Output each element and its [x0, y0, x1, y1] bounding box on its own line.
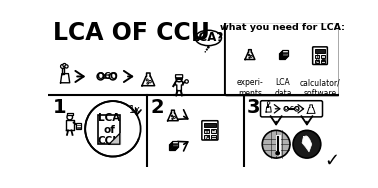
Circle shape [172, 118, 173, 119]
Circle shape [176, 75, 182, 82]
Text: experi-
ments: experi- ments [237, 78, 263, 98]
Polygon shape [142, 73, 155, 86]
Circle shape [284, 107, 288, 111]
Text: C: C [104, 72, 110, 81]
Ellipse shape [195, 30, 222, 46]
Circle shape [262, 130, 290, 158]
Circle shape [65, 65, 68, 68]
Bar [314, 49, 325, 53]
Polygon shape [62, 68, 64, 74]
Circle shape [149, 80, 151, 83]
Bar [282, 50, 288, 56]
Bar [204, 135, 209, 139]
Text: 1x: 1x [129, 105, 140, 114]
Polygon shape [307, 105, 315, 113]
Polygon shape [175, 81, 183, 91]
Polygon shape [266, 107, 271, 112]
Text: =: = [210, 134, 216, 140]
Polygon shape [66, 121, 74, 130]
Circle shape [109, 73, 116, 80]
Text: +: + [204, 128, 210, 134]
Polygon shape [168, 110, 178, 121]
Text: -: - [212, 128, 215, 134]
Bar [170, 143, 176, 149]
Bar [211, 129, 215, 133]
Circle shape [267, 102, 270, 104]
Bar [321, 55, 325, 58]
Circle shape [60, 64, 65, 68]
Text: calculator/
software: calculator/ software [300, 78, 340, 98]
Circle shape [207, 46, 210, 49]
Text: 1: 1 [53, 98, 67, 117]
Bar [170, 142, 177, 148]
Circle shape [250, 55, 252, 57]
Polygon shape [266, 104, 268, 107]
Text: LCA
of
CCU: LCA of CCU [97, 113, 121, 146]
Bar [204, 129, 209, 133]
Text: ×: × [204, 134, 210, 140]
Circle shape [146, 79, 148, 81]
Text: what you need for LCA:: what you need for LCA: [220, 24, 345, 33]
Circle shape [171, 115, 173, 117]
Bar [280, 51, 287, 57]
Bar [172, 141, 178, 147]
Circle shape [248, 54, 250, 56]
Circle shape [294, 107, 299, 111]
Polygon shape [109, 133, 120, 144]
Text: O: O [109, 72, 117, 81]
Circle shape [85, 101, 141, 157]
Circle shape [276, 151, 279, 155]
Text: LCA?: LCA? [192, 31, 225, 44]
Bar [321, 60, 325, 63]
Text: +: + [314, 53, 320, 59]
Circle shape [63, 64, 66, 67]
Bar [280, 52, 287, 58]
Text: ✓: ✓ [324, 152, 339, 170]
Circle shape [249, 57, 250, 58]
Polygon shape [302, 136, 312, 152]
Text: 3: 3 [247, 98, 260, 117]
Polygon shape [60, 74, 70, 83]
Bar [76, 123, 81, 129]
Text: LCA
data: LCA data [274, 78, 292, 98]
Bar [315, 60, 319, 63]
Bar [279, 53, 285, 59]
Bar [204, 123, 216, 127]
Polygon shape [67, 113, 73, 115]
Text: O: O [284, 106, 288, 111]
Circle shape [97, 73, 104, 80]
Bar [315, 55, 319, 58]
Polygon shape [245, 50, 255, 59]
FancyBboxPatch shape [313, 47, 327, 64]
Circle shape [174, 116, 175, 118]
Text: -: - [322, 53, 324, 59]
Circle shape [185, 80, 188, 83]
Circle shape [293, 130, 321, 158]
Circle shape [67, 114, 73, 120]
Text: O: O [294, 106, 299, 111]
FancyBboxPatch shape [225, 22, 340, 95]
Bar [98, 115, 120, 144]
Text: C: C [290, 106, 293, 111]
FancyBboxPatch shape [202, 121, 218, 140]
Bar [169, 144, 175, 150]
Text: O: O [97, 72, 104, 81]
Text: 2: 2 [150, 98, 164, 117]
Text: ×: × [314, 58, 320, 64]
Bar [211, 135, 215, 139]
FancyBboxPatch shape [175, 75, 183, 78]
Text: =: = [320, 58, 326, 64]
FancyBboxPatch shape [260, 101, 322, 117]
Circle shape [147, 83, 149, 84]
Text: LCA OF CCU: LCA OF CCU [53, 20, 210, 45]
Circle shape [204, 51, 206, 53]
Circle shape [206, 49, 208, 51]
